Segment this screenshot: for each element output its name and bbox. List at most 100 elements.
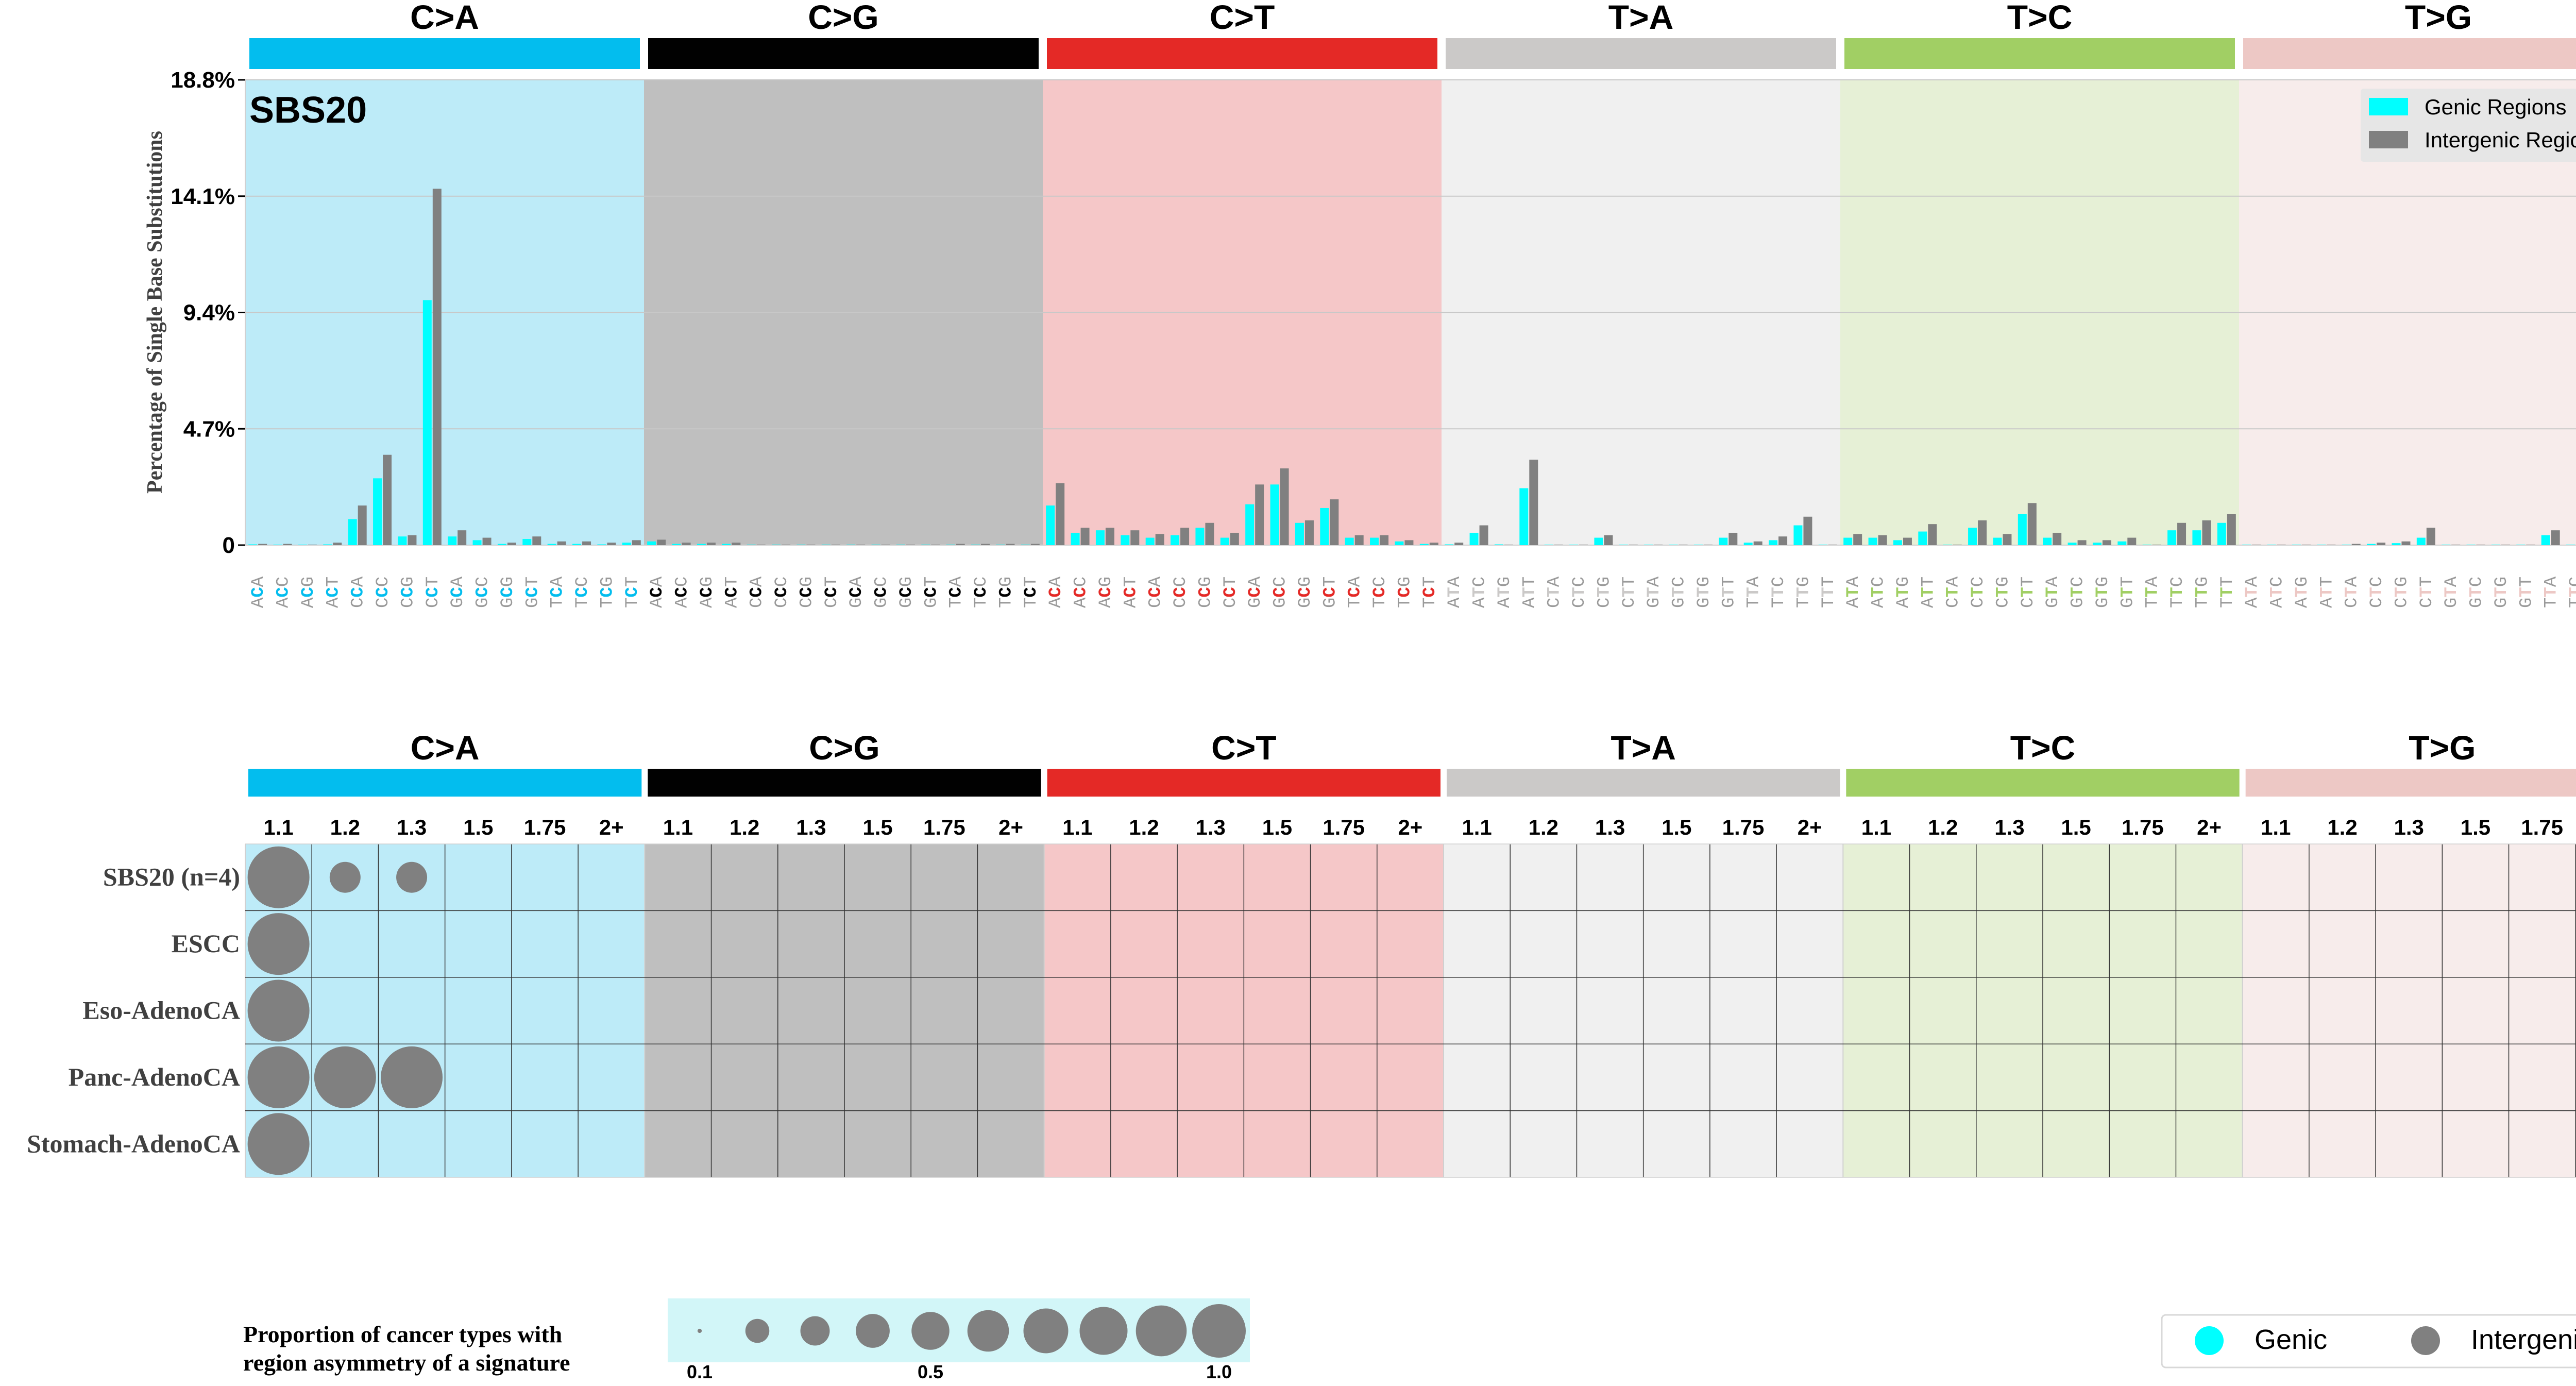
bar-intergenic bbox=[657, 539, 666, 545]
bar-intergenic bbox=[1429, 543, 1438, 545]
ratio-label: 1.5 bbox=[1662, 815, 1691, 839]
x-tick-label: TTC bbox=[2168, 577, 2188, 608]
bar-intergenic bbox=[1006, 544, 1015, 545]
x-tick-label: CTG bbox=[1993, 577, 2013, 608]
bar-genic bbox=[672, 544, 681, 545]
x-tick-label: CTG bbox=[2392, 577, 2412, 608]
top-header-label: T>A bbox=[1608, 0, 1674, 36]
x-tick-label: ACT bbox=[722, 577, 742, 608]
top-header-bar bbox=[1446, 38, 1836, 69]
row-label: Panc-AdenoCA bbox=[69, 1062, 240, 1091]
bar-intergenic bbox=[1903, 537, 1912, 545]
x-tick-label: TCG bbox=[996, 577, 1016, 608]
top-header-bar bbox=[1844, 38, 2235, 69]
x-tick-label: TTC bbox=[2567, 577, 2576, 608]
bar-genic bbox=[2192, 530, 2201, 545]
x-tick-label: ATT bbox=[2317, 577, 2337, 608]
bar-intergenic bbox=[432, 189, 442, 545]
x-tick-label: GCA bbox=[847, 576, 867, 608]
x-tick-label: TTA bbox=[2542, 576, 2562, 608]
bar-intergenic bbox=[2351, 544, 2361, 545]
bar-intergenic bbox=[1454, 543, 1464, 545]
bar-intergenic bbox=[1056, 483, 1065, 545]
matrix-header-label: T>C bbox=[2010, 729, 2076, 767]
x-tick-label: ATA bbox=[1844, 576, 1863, 608]
bar-intergenic bbox=[607, 543, 616, 545]
top-header-bar bbox=[249, 38, 640, 69]
x-tick-label: CCC bbox=[1171, 577, 1191, 608]
x-tick-label: CCG bbox=[1196, 577, 1215, 608]
x-tick-label: CTC bbox=[2367, 577, 2387, 608]
bar-intergenic bbox=[2077, 540, 2087, 545]
size-legend-tick: 1.0 bbox=[1206, 1361, 1232, 1382]
matrix-header-bar bbox=[1846, 769, 2240, 797]
color-legend-box bbox=[2161, 1314, 2576, 1368]
bar-genic bbox=[1419, 544, 1429, 545]
x-tick-label: CCT bbox=[1221, 577, 1241, 608]
x-tick-label: ATG bbox=[2293, 577, 2312, 608]
x-tick-label: TCA bbox=[947, 576, 967, 608]
matrix-bubbles bbox=[247, 846, 443, 1175]
bar-intergenic bbox=[1753, 541, 1762, 545]
x-tick-label: CTT bbox=[1620, 577, 1639, 608]
x-tick-label: GCT bbox=[922, 577, 941, 608]
legend-label: Genic Regions bbox=[2425, 95, 2566, 119]
x-tick-label: TCT bbox=[623, 577, 642, 608]
legend-box bbox=[2361, 89, 2576, 162]
ratio-label: 2+ bbox=[599, 815, 624, 839]
color-legend-label: Genic bbox=[2255, 1324, 2327, 1355]
x-tick-label: ATT bbox=[1520, 577, 1539, 608]
bar-genic bbox=[722, 544, 731, 545]
bubble-intergenic bbox=[247, 846, 310, 908]
x-tick-label: TTG bbox=[2193, 577, 2212, 608]
signature-title: SBS20 bbox=[249, 90, 367, 131]
bubble-intergenic bbox=[247, 1113, 310, 1175]
matrix-header-bar bbox=[1447, 769, 1840, 797]
bar-intergenic bbox=[1255, 484, 1264, 545]
bar-genic bbox=[1046, 505, 1055, 545]
bar-genic bbox=[1071, 532, 1080, 545]
bar-intergenic bbox=[1728, 532, 1738, 545]
x-tick-label: TTA bbox=[1744, 576, 1764, 608]
bar-intergenic bbox=[2177, 522, 2187, 545]
bar-genic bbox=[1370, 537, 1379, 545]
x-tick-label: TCT bbox=[1420, 577, 1440, 608]
ratio-label: 1.5 bbox=[862, 815, 892, 839]
bar-genic bbox=[1868, 537, 1877, 545]
ratio-label: 2+ bbox=[1398, 815, 1422, 839]
x-tick-label: CCG bbox=[398, 577, 418, 608]
x-tick-label: TCG bbox=[1395, 577, 1415, 608]
size-legend-bubble bbox=[1192, 1304, 1246, 1358]
bar-intergenic bbox=[1928, 524, 1937, 545]
bar-intergenic bbox=[1803, 516, 1812, 545]
size-legend-bubble bbox=[745, 1319, 770, 1343]
bar-intergenic bbox=[1230, 532, 1239, 545]
bar-intergenic bbox=[1330, 499, 1339, 545]
x-tick-label: GTT bbox=[1719, 577, 1739, 608]
ratio-label: 1.75 bbox=[1323, 815, 1365, 839]
x-tick-label: ACG bbox=[299, 577, 318, 608]
top-header-bar bbox=[1047, 38, 1437, 69]
x-tick-label: GCG bbox=[897, 577, 917, 608]
x-tick-label: ATC bbox=[1470, 577, 1490, 608]
bar-genic bbox=[1245, 504, 1255, 545]
bar-intergenic bbox=[956, 544, 965, 545]
bar-intergenic bbox=[2202, 520, 2211, 545]
top-header-label: T>G bbox=[2405, 0, 2472, 36]
matrix-panel-T>G bbox=[2242, 844, 2576, 1177]
x-tick-label: GTC bbox=[2069, 577, 2088, 608]
top-header-label: C>A bbox=[410, 0, 479, 36]
x-tick-label: TCT bbox=[1022, 577, 1041, 608]
bar-genic bbox=[622, 543, 631, 545]
bar-intergenic bbox=[1205, 522, 1214, 545]
bar-genic bbox=[2217, 522, 2226, 545]
x-tick-label: ATC bbox=[1869, 577, 1889, 608]
top-header-label: C>T bbox=[1210, 0, 1275, 36]
x-tick-label: GCA bbox=[1246, 576, 1265, 608]
row-label: Eso-AdenoCA bbox=[82, 996, 240, 1025]
bar-genic bbox=[2541, 535, 2550, 545]
bar-genic bbox=[2092, 543, 2102, 545]
bar-genic bbox=[1345, 537, 1354, 545]
x-tick-label: GTC bbox=[1670, 577, 1689, 608]
top-gridlines bbox=[245, 79, 2576, 430]
